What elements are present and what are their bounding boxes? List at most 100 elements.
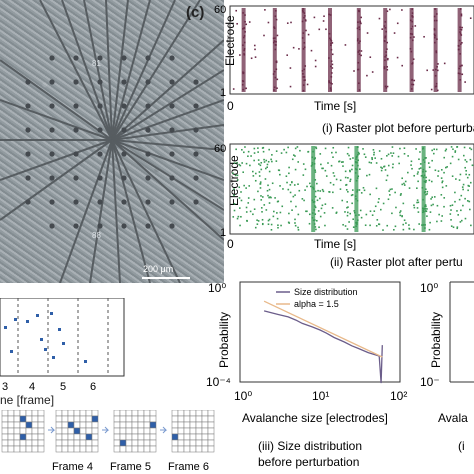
raster-spike (450, 219, 452, 221)
raster-spike (296, 146, 299, 148)
raster-burst (272, 8, 277, 92)
raster-spike (259, 187, 262, 189)
raster-spike (276, 200, 279, 203)
raster-spike (249, 210, 252, 213)
frame-grid-cell (1, 439, 9, 447)
raster-burst (241, 8, 246, 92)
frame-grid-cell (113, 427, 121, 435)
raster-spike (245, 162, 248, 165)
raster-spike (432, 152, 435, 155)
raster-spike (440, 194, 443, 196)
raster-burst-point (424, 210, 427, 212)
electrode-dot (169, 103, 175, 109)
frame-grid-cell (67, 427, 75, 435)
frame-grid-cell (119, 439, 127, 447)
electrode-dot (169, 55, 175, 61)
frame-grid-cell (125, 427, 133, 435)
frame-grid-cell (55, 410, 63, 417)
frame-grid-cell (143, 445, 151, 453)
raster-spike (262, 150, 265, 153)
raster-spike (369, 56, 372, 59)
frame-point (52, 356, 55, 359)
raster1-xtick-0: 0 (227, 99, 234, 113)
electrode-dot (73, 199, 79, 205)
frame-grid-cell (195, 415, 203, 423)
frame-grid-cell (143, 427, 151, 435)
frame-grid-cell (61, 427, 69, 435)
raster-spike (236, 22, 238, 25)
raster-spike (331, 151, 333, 154)
frame-grid-cell (55, 421, 63, 429)
raster-spike (392, 152, 395, 154)
raster-spike (416, 199, 419, 201)
raster-spike (233, 188, 235, 190)
partial-title: (i (458, 439, 465, 453)
frame-grid-cell (195, 439, 203, 447)
electrode-dot (49, 127, 55, 133)
raster-spike (311, 162, 314, 164)
frame-grid-cell (13, 421, 21, 429)
raster-burst-point (425, 179, 427, 182)
raster-spike (372, 149, 375, 151)
frame-grid-cell (79, 415, 87, 423)
raster-spike (356, 27, 359, 30)
raster-spike (289, 67, 292, 69)
frame-grid-cell (143, 415, 151, 423)
electrode-dot (145, 103, 151, 109)
raster-spike (322, 167, 324, 170)
raster-burst (383, 8, 388, 92)
electrode-dot (193, 151, 199, 157)
frame-grid-cell (25, 410, 33, 417)
electrode-dot (169, 223, 175, 229)
raster-spike (309, 182, 311, 185)
raster-spike (294, 155, 296, 157)
frame-grid-cell (125, 410, 133, 417)
raster-spike (298, 189, 301, 192)
raster-spike (314, 179, 317, 181)
raster-spike (460, 219, 463, 222)
frame-grid-cell (189, 445, 197, 453)
frame-label-4: Frame 4 (52, 461, 93, 473)
raster-spike (428, 228, 431, 231)
frame-grid-cell (113, 415, 121, 423)
raster-spike (238, 186, 241, 189)
raster-spike (391, 146, 394, 148)
frame-grid-cell (91, 439, 99, 447)
raster-spike (431, 196, 433, 199)
raster-burst-point (387, 57, 389, 60)
frame-grid-cell (7, 410, 15, 417)
electrode-dot (49, 151, 55, 157)
raster-spike (301, 198, 304, 200)
raster-spike (395, 206, 397, 209)
raster-spike (247, 197, 250, 199)
frame-grid-cell (37, 421, 45, 429)
raster-spike (263, 158, 265, 161)
raster-spike (235, 148, 237, 151)
frame-arrow (160, 426, 168, 434)
frame-grid-cell (1, 421, 9, 429)
raster-spike (463, 146, 466, 149)
raster-spike (291, 209, 293, 211)
raster-spike (349, 170, 351, 173)
raster-burst-point (314, 206, 317, 209)
raster-spike (430, 204, 433, 207)
legend-alpha-label: alpha = 1.5 (294, 299, 339, 309)
frame-grid-cell (137, 410, 145, 417)
raster-spike (271, 154, 273, 156)
frame-grid-cell (55, 439, 63, 447)
frame-grid-cell (55, 445, 63, 453)
raster-spike (423, 207, 425, 210)
electrode-dot (169, 199, 175, 205)
frame-grid-cell (1, 433, 9, 441)
raster-burst-point (331, 67, 334, 69)
raster-spike (254, 226, 257, 229)
raster-spike (459, 221, 462, 223)
raster-spike (466, 200, 469, 202)
electrode-dot (145, 151, 151, 157)
electrode-traces (0, 0, 224, 283)
frame-grid-cell (13, 410, 21, 417)
size-title: (iii) Size distribution (258, 439, 362, 453)
electrode-dot (97, 55, 103, 61)
raster-spike (366, 74, 368, 77)
raster-spike (346, 211, 349, 214)
